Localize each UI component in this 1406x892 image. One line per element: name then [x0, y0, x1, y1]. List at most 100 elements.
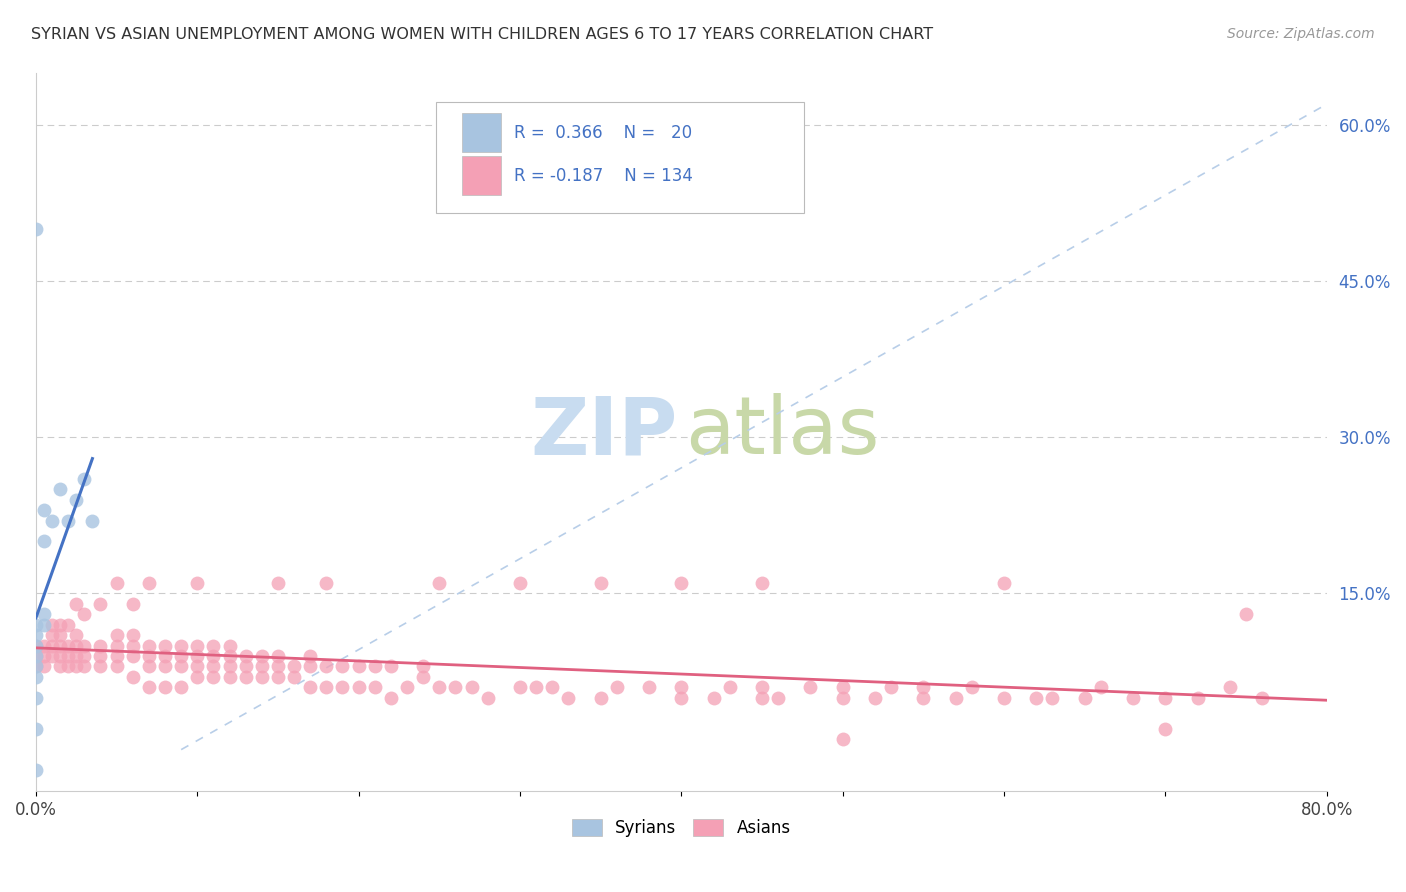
Point [831, 680, 853, 694]
Point [65, 597, 87, 611]
Point [32, 534, 55, 549]
Point [1187, 690, 1209, 705]
Point [235, 659, 257, 673]
Point [993, 690, 1015, 705]
Point [202, 670, 225, 684]
Point [267, 576, 290, 591]
Point [41, 648, 63, 663]
Point [186, 648, 208, 663]
Point [170, 680, 193, 694]
Point [49, 648, 72, 663]
Point [25, 659, 48, 673]
Point [589, 576, 612, 591]
Point [25, 648, 48, 663]
Point [606, 680, 628, 694]
Legend: Syrians, Asians: Syrians, Asians [565, 813, 797, 844]
Point [557, 690, 579, 705]
Text: R =  0.366    N =   20: R = 0.366 N = 20 [513, 124, 692, 142]
Point [121, 597, 143, 611]
Point [73, 659, 96, 673]
Point [82, 514, 104, 528]
Point [1090, 680, 1112, 694]
Point [218, 648, 240, 663]
Point [89, 597, 111, 611]
Point [880, 680, 903, 694]
Point [250, 648, 273, 663]
Point [58, 639, 80, 653]
Point [703, 690, 725, 705]
Point [267, 670, 290, 684]
Point [218, 670, 240, 684]
Point [638, 680, 661, 694]
Point [65, 492, 87, 507]
Point [1154, 722, 1177, 736]
Point [460, 680, 482, 694]
Point [395, 680, 418, 694]
FancyBboxPatch shape [463, 156, 501, 195]
Point [202, 659, 225, 673]
Point [25, 639, 48, 653]
Point [121, 639, 143, 653]
Point [509, 680, 531, 694]
Point [1154, 690, 1177, 705]
Point [105, 639, 128, 653]
Point [1219, 680, 1241, 694]
Point [766, 690, 789, 705]
Point [65, 628, 87, 642]
Point [235, 670, 257, 684]
Point [73, 648, 96, 663]
Point [25, 222, 48, 236]
Point [299, 680, 322, 694]
Point [412, 670, 434, 684]
Point [267, 659, 290, 673]
Point [1234, 607, 1257, 622]
Point [186, 639, 208, 653]
Point [49, 639, 72, 653]
Point [49, 483, 72, 497]
Point [235, 648, 257, 663]
Point [751, 576, 773, 591]
Point [49, 659, 72, 673]
Point [250, 659, 273, 673]
Point [49, 617, 72, 632]
Point [427, 576, 450, 591]
Point [509, 576, 531, 591]
Point [347, 680, 370, 694]
Point [315, 680, 337, 694]
Point [153, 659, 176, 673]
Point [912, 690, 935, 705]
Point [170, 659, 193, 673]
Point [332, 659, 354, 673]
FancyBboxPatch shape [436, 102, 804, 213]
Point [332, 680, 354, 694]
Point [202, 639, 225, 653]
Point [121, 628, 143, 642]
Point [32, 503, 55, 517]
Point [89, 648, 111, 663]
Text: Source: ZipAtlas.com: Source: ZipAtlas.com [1227, 27, 1375, 41]
Point [138, 680, 160, 694]
Point [138, 576, 160, 591]
Point [283, 659, 305, 673]
Point [863, 690, 886, 705]
Point [73, 639, 96, 653]
Point [912, 680, 935, 694]
Point [299, 648, 322, 663]
Point [477, 690, 499, 705]
Point [541, 680, 564, 694]
Point [41, 639, 63, 653]
Point [1073, 690, 1095, 705]
Point [315, 659, 337, 673]
Point [1122, 690, 1144, 705]
Point [1251, 690, 1274, 705]
Point [32, 648, 55, 663]
Point [105, 648, 128, 663]
Point [412, 659, 434, 673]
Point [58, 659, 80, 673]
Point [89, 659, 111, 673]
Point [427, 680, 450, 694]
Point [524, 680, 547, 694]
Point [671, 690, 693, 705]
Point [250, 670, 273, 684]
Point [25, 628, 48, 642]
